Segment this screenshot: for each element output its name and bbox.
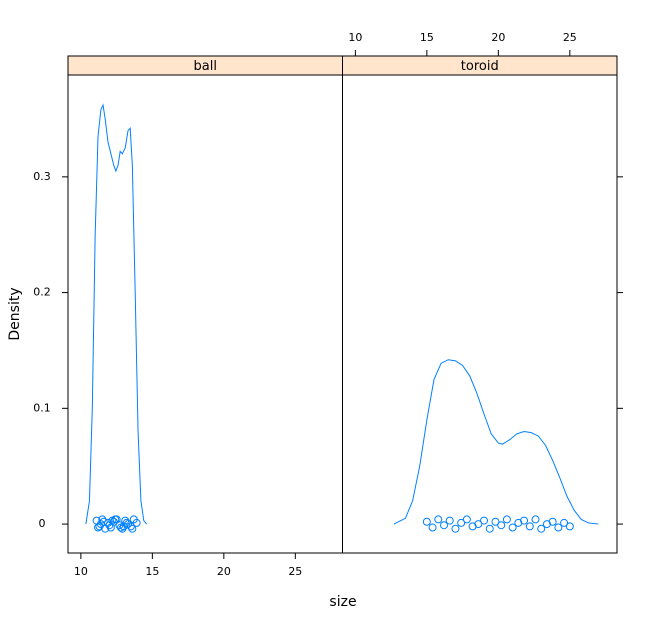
density-line [85,103,148,525]
rug-point [445,516,454,525]
x-tick-label: 15 [420,31,434,44]
rug-point [422,517,431,526]
rug-point [96,520,105,529]
x-tick-label: 20 [491,31,505,44]
rug-point [485,524,494,533]
rug-point [520,516,529,525]
rug-point [132,518,141,527]
rug-point [548,517,557,526]
x-tick-label: 20 [217,565,231,578]
rug-point [451,524,460,533]
density-line [393,359,599,525]
rug-point [560,518,569,527]
rug-point [118,524,127,533]
rug-point [462,515,471,524]
x-tick-label: 25 [563,31,577,44]
rug-point [508,523,517,532]
x-tick-label: 10 [74,565,88,578]
y-tick-label: 0.3 [33,170,51,183]
y-axis-label: Density [7,287,23,340]
rug-point [428,523,437,532]
rug-point [497,521,506,530]
strip-label: ball [194,59,217,74]
rug-point [128,524,137,533]
panel [342,74,618,554]
rug-point [525,522,534,531]
rug-point [480,516,489,525]
rug-point [474,520,483,529]
x-tick-label: 15 [145,565,159,578]
y-tick-label: 0.1 [33,401,51,414]
x-tick-label: 25 [288,565,302,578]
rug-point [491,517,500,526]
rug-point [440,521,449,530]
rug-point [565,522,574,531]
y-tick-label: 0 [39,517,46,530]
rug-point [554,523,563,532]
rug-point [98,515,107,524]
rug-point [537,524,546,533]
rug-point [105,521,114,530]
rug-point [531,515,540,524]
x-tick-label: 10 [348,31,362,44]
rug-point [434,515,443,524]
rug-point [457,518,466,527]
rug-point [108,516,117,525]
rug-point [119,522,128,531]
y-tick-label: 0.2 [33,286,51,299]
x-axis-label: size [329,594,356,610]
strip-label: toroid [461,59,499,74]
rug-point [502,515,511,524]
